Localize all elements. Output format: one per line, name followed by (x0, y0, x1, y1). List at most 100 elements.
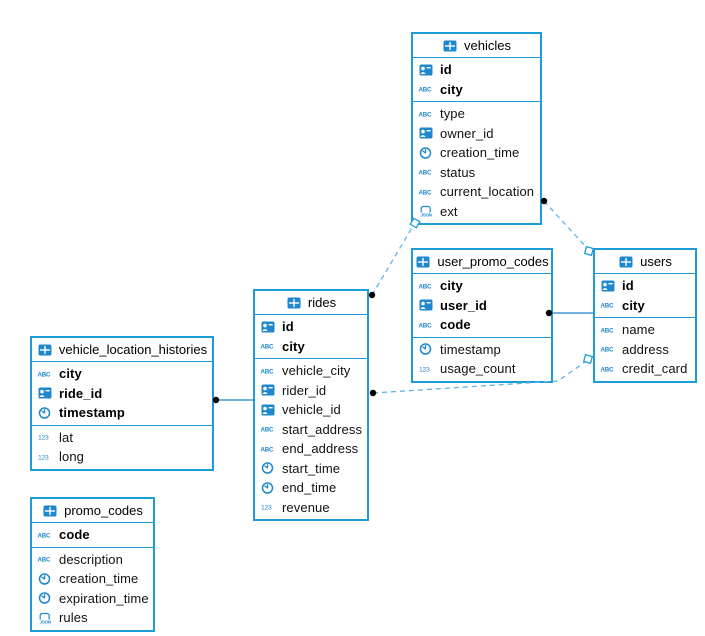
relationship-vehicles-to-users[interactable] (540, 197, 595, 257)
field-name: start_address (282, 421, 363, 437)
field-row-start_address: ABC start_address (255, 420, 367, 440)
field-name: owner_id (440, 125, 494, 141)
field-row-city: ABC city (413, 276, 551, 296)
columns-section: ABC type owner_id creation_time ABC status ABC… (413, 102, 540, 223)
field-row-timestamp: timestamp (32, 403, 212, 423)
table-header[interactable]: promo_codes (32, 499, 153, 523)
field-name: vehicle_id (282, 402, 341, 418)
svg-text:ABC: ABC (261, 344, 275, 351)
clock-icon (419, 147, 432, 159)
clock-icon (261, 462, 274, 474)
svg-text:ABC: ABC (261, 427, 275, 434)
field-name: type (440, 106, 465, 122)
table-header[interactable]: users (595, 250, 695, 274)
field-row-timestamp: timestamp (413, 340, 551, 360)
field-row-name: ABC name (595, 320, 695, 340)
field-name: expiration_time (59, 590, 149, 606)
primary-key-section: id ABC city (255, 315, 367, 359)
cardinality-dot-marker (368, 291, 376, 299)
field-row-usage_count: 123 usage_count (413, 359, 551, 379)
field-row-revenue: 123 revenue (255, 498, 367, 518)
table-header[interactable]: vehicle_location_histories (32, 338, 212, 362)
field-row-city: ABC city (413, 80, 540, 100)
columns-section: timestamp 123 usage_count (413, 338, 551, 381)
table-icon (43, 505, 57, 516)
clock-icon (38, 573, 51, 585)
svg-text:ABC: ABC (419, 322, 433, 329)
field-name: vehicle_city (282, 363, 351, 379)
table-icon (416, 256, 430, 267)
field-row-ext: JSON ext (413, 202, 540, 222)
field-name: address (622, 341, 669, 357)
id-icon (261, 384, 275, 396)
field-name: credit_card (622, 361, 688, 377)
number-icon: 123 (261, 505, 272, 512)
svg-text:ABC: ABC (601, 347, 615, 354)
field-name: long (59, 449, 84, 465)
field-row-end_address: ABC end_address (255, 439, 367, 459)
field-row-vehicle_id: vehicle_id (255, 400, 367, 420)
clock-icon (38, 592, 51, 604)
abc-text-icon: ABC (38, 557, 52, 564)
field-row-creation_time: creation_time (32, 569, 153, 589)
field-row-code: ABC code (32, 525, 153, 545)
field-row-start_time: start_time (255, 459, 367, 479)
clock-icon (419, 343, 432, 355)
field-row-city: ABC city (595, 296, 695, 316)
field-row-owner_id: owner_id (413, 124, 540, 144)
table-header[interactable]: vehicles (413, 34, 540, 58)
cardinality-square-marker (583, 245, 595, 257)
id-icon (419, 64, 433, 76)
number-icon: 123 (38, 435, 49, 442)
field-name: city (440, 278, 463, 294)
svg-text:ABC: ABC (261, 446, 275, 453)
id-icon (419, 127, 433, 139)
columns-section: ABC description creation_time expiration_ti… (32, 548, 153, 630)
table-vehicles[interactable]: vehicles id ABC city ABC type owner_id creation… (411, 32, 542, 225)
svg-text:ABC: ABC (419, 170, 433, 177)
field-row-id: id (413, 60, 540, 80)
svg-text:123: 123 (38, 454, 49, 461)
columns-section: 123 lat 123 long (32, 426, 212, 469)
field-name: rider_id (282, 382, 327, 398)
columns-section: ABC vehicle_city rider_id vehicle_id ABC star… (255, 359, 367, 519)
table-name: user_promo_codes (437, 254, 549, 269)
field-row-rules: JSON rules (32, 608, 153, 628)
field-row-id: id (595, 276, 695, 296)
table-rides[interactable]: rides id ABC city ABC vehicle_city rider_id veh… (253, 289, 369, 521)
field-name: user_id (440, 297, 487, 313)
abc-text-icon: ABC (419, 170, 433, 177)
field-row-lat: 123 lat (32, 428, 212, 448)
svg-text:ABC: ABC (38, 371, 52, 378)
svg-text:JSON: JSON (421, 213, 432, 218)
table-user_promo_codes[interactable]: user_promo_codes ABC city user_id ABC code tim… (411, 248, 553, 383)
table-icon (38, 344, 52, 355)
table-vehicle_location_histories[interactable]: vehicle_location_histories ABC city ride_id… (30, 336, 214, 471)
abc-text-icon: ABC (38, 532, 52, 539)
number-icon: 123 (38, 454, 49, 461)
relationship-vehicle_location_histories-to-rides[interactable] (212, 396, 253, 404)
abc-text-icon: ABC (419, 322, 433, 329)
svg-text:ABC: ABC (419, 111, 433, 118)
field-row-type: ABC type (413, 104, 540, 124)
field-row-expiration_time: expiration_time (32, 589, 153, 609)
table-header[interactable]: rides (255, 291, 367, 315)
svg-text:ABC: ABC (419, 87, 433, 94)
id-icon (261, 404, 275, 416)
table-users[interactable]: users id ABC city ABC name ABC address ABC credit… (593, 248, 697, 383)
abc-text-icon: ABC (419, 87, 433, 94)
field-name: end_time (282, 480, 337, 496)
relationship-line (371, 225, 414, 296)
field-name: city (59, 366, 82, 382)
table-promo_codes[interactable]: promo_codes ABC code ABC description creation… (30, 497, 155, 632)
field-row-address: ABC address (595, 340, 695, 360)
field-name: revenue (282, 499, 330, 515)
field-row-user_id: user_id (413, 296, 551, 316)
primary-key-section: ABC city ride_id timestamp (32, 362, 212, 426)
field-name: code (59, 527, 90, 543)
json-icon: JSON (420, 206, 432, 218)
clock-icon (261, 482, 274, 494)
field-name: city (622, 297, 645, 313)
table-header[interactable]: user_promo_codes (413, 250, 551, 274)
field-name: description (59, 551, 123, 567)
